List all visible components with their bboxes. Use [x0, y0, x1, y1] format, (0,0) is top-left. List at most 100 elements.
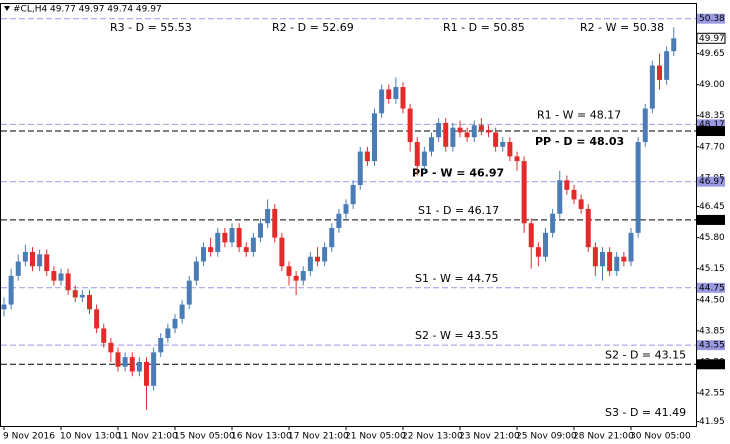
- level-tag: [697, 119, 725, 130]
- candle-body: [464, 132, 470, 138]
- y-tick-label: 41.95: [699, 417, 725, 427]
- y-tick-label: 49.65: [699, 49, 725, 59]
- price-tag-label: 49.97: [699, 34, 725, 44]
- candle-body: [564, 180, 570, 190]
- candle-body: [343, 204, 349, 214]
- candle-body: [307, 256, 313, 272]
- candle-body: [500, 142, 506, 147]
- level-tag: [697, 214, 725, 225]
- candle-body: [193, 261, 199, 281]
- level-label: S2 - D = 43.15: [605, 348, 686, 361]
- candle-body: [486, 130, 491, 133]
- candle-body: [535, 247, 541, 257]
- candle-body: [229, 228, 235, 243]
- candle-body: [400, 87, 406, 109]
- x-tick-label: 30 Nov 05:00: [630, 432, 691, 442]
- level-label: S3 - D = 41.49: [605, 406, 686, 419]
- candle-body: [300, 271, 306, 281]
- level-tag-label: 48.03: [699, 127, 725, 137]
- menu-triangle: [4, 6, 10, 11]
- candle-body: [664, 51, 670, 80]
- candle-body: [421, 151, 427, 166]
- price-tag: [696, 32, 726, 44]
- candle-body: [65, 273, 71, 291]
- candle-body: [350, 185, 356, 205]
- candle-body: [87, 294, 92, 310]
- candle-body: [429, 137, 434, 152]
- level-label: S1 - W = 44.75: [415, 272, 499, 285]
- level-tag-label: 44.75: [699, 283, 725, 293]
- candle-body: [165, 328, 171, 339]
- candle-body: [407, 108, 413, 143]
- candle-body: [450, 127, 456, 147]
- candle-body: [115, 352, 121, 367]
- level-tag-label: 46.97: [699, 177, 725, 187]
- y-tick-label: 45.15: [699, 264, 725, 274]
- x-tick-label: 16 Nov 13:00: [231, 432, 292, 442]
- candle-body: [144, 361, 149, 386]
- candle-body: [172, 318, 178, 329]
- level-tag-label: 43.15: [699, 360, 725, 370]
- level-tag: [697, 176, 725, 187]
- level-tag: [697, 359, 725, 370]
- y-tick-label: 46.45: [699, 202, 725, 212]
- candle-body: [158, 338, 164, 353]
- level-label: R2 - W = 50.38: [580, 21, 664, 34]
- level-tag: [697, 126, 725, 137]
- level-tag-label: 48.17: [699, 120, 725, 130]
- candle-body: [471, 125, 477, 138]
- candle-body: [279, 237, 285, 267]
- x-tick-label: 11 Nov 21:00: [117, 432, 178, 442]
- level-tag: [697, 13, 725, 24]
- candle-body: [186, 280, 192, 305]
- candle-body: [657, 65, 662, 80]
- level-label: S1 - D = 46.17: [418, 204, 499, 217]
- candle-body: [585, 208, 591, 248]
- y-tick-label: 47.70: [699, 142, 725, 152]
- x-tick-label: 9 Nov 2016: [3, 432, 55, 442]
- candle-body: [443, 122, 449, 147]
- candle-body: [621, 256, 627, 262]
- candle-body: [336, 213, 342, 229]
- candle-body: [79, 294, 85, 298]
- candle-body: [151, 352, 157, 386]
- candle-body: [250, 237, 256, 252]
- candle-body: [22, 251, 28, 262]
- x-tick-label: 28 Nov 21:00: [573, 432, 634, 442]
- candle-body: [201, 247, 206, 262]
- level-tag-label: 43.55: [699, 341, 725, 351]
- candle-body: [364, 151, 370, 162]
- x-tick-label: 10 Nov 13:00: [60, 432, 121, 442]
- candle-body: [493, 132, 499, 147]
- candle-body: [136, 361, 142, 372]
- candle-body: [30, 251, 35, 267]
- candle-body: [528, 223, 534, 248]
- candle-body: [635, 142, 641, 233]
- level-tag-label: 46.17: [699, 215, 725, 225]
- x-tick-label: 23 Nov 21:00: [459, 432, 520, 442]
- level-label: PP - W = 46.97: [412, 167, 504, 180]
- level-label: R3 - D = 55.53: [110, 21, 192, 34]
- candle-body: [414, 142, 420, 166]
- candle-body: [357, 151, 363, 186]
- candle-body: [101, 328, 107, 343]
- candle-body: [478, 125, 484, 131]
- candle-body: [51, 271, 57, 281]
- level-label: R1 - D = 50.85: [443, 21, 525, 34]
- x-tick-label: 15 Nov 05:00: [174, 432, 235, 442]
- candle-body: [322, 247, 328, 262]
- candle-body: [286, 266, 292, 276]
- candle-body: [293, 275, 299, 281]
- candle-body: [215, 232, 221, 252]
- candle-body: [329, 228, 335, 248]
- candle-body: [315, 256, 320, 262]
- candle-body: [208, 247, 214, 252]
- candle-body: [8, 275, 14, 305]
- level-label: S2 - W = 43.55: [415, 329, 499, 342]
- y-tick-label: 42.55: [699, 388, 725, 398]
- x-tick-label: 17 Nov 21:00: [288, 432, 349, 442]
- candle-body: [436, 122, 442, 138]
- y-tick-label: 49.00: [699, 80, 725, 90]
- x-tick-label: 22 Nov 13:00: [402, 432, 463, 442]
- plot-frame: [0, 3, 697, 427]
